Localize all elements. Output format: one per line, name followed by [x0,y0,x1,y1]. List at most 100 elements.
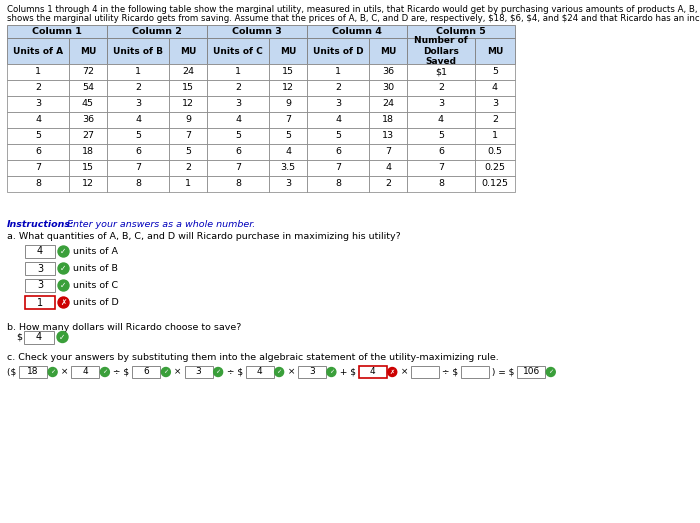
Text: 4: 4 [438,116,444,124]
Bar [69,64,107,80]
Text: ✓: ✓ [329,370,334,374]
Bar [269,144,307,160]
Bar [69,96,107,112]
Circle shape [58,280,69,291]
Text: 4: 4 [37,246,43,256]
Bar [169,96,207,112]
Text: 6: 6 [235,147,241,156]
Text: 6: 6 [135,147,141,156]
Bar [207,96,269,112]
Text: ✓: ✓ [60,333,66,342]
Text: 4: 4 [35,116,41,124]
Bar [69,128,107,144]
Bar [7,96,69,112]
Text: MU: MU [380,47,396,55]
Text: MU: MU [80,47,96,55]
Bar [207,160,269,176]
Text: 5: 5 [492,67,498,76]
Bar [461,366,489,378]
Text: ×: × [58,368,71,377]
Text: 1: 1 [185,179,191,188]
Bar [407,64,475,80]
Text: 4: 4 [135,116,141,124]
Text: 1: 1 [492,131,498,141]
Bar [269,160,307,176]
Bar [7,25,107,38]
Bar [7,128,69,144]
Text: 30: 30 [382,84,394,93]
Text: ✗: ✗ [390,370,395,374]
Text: units of A: units of A [73,247,118,256]
Bar [269,38,307,64]
Text: 7: 7 [385,147,391,156]
Text: 54: 54 [82,84,94,93]
Bar [69,160,107,176]
Bar [207,38,269,64]
Bar [307,64,369,80]
Text: 5: 5 [335,131,341,141]
Text: 5: 5 [185,147,191,156]
Text: ✓: ✓ [60,264,66,273]
Text: b. How many dollars will Ricardo choose to save?: b. How many dollars will Ricardo choose … [7,323,241,332]
Text: 15: 15 [282,67,294,76]
Bar [169,176,207,192]
Text: 4: 4 [370,368,376,377]
Bar [132,366,160,378]
Text: 3: 3 [196,368,202,377]
Text: a. What quantities of A, B, C, and D will Ricardo purchase in maximizing his uti: a. What quantities of A, B, C, and D wil… [7,232,400,241]
Circle shape [327,368,336,377]
Bar [207,64,269,80]
Text: 6: 6 [335,147,341,156]
Circle shape [388,368,397,377]
Text: units of C: units of C [73,281,118,290]
Text: 7: 7 [235,164,241,173]
Text: 1: 1 [135,67,141,76]
Text: 2: 2 [335,84,341,93]
Bar [107,38,169,64]
Text: units of B: units of B [73,264,118,273]
Text: 7: 7 [285,116,291,124]
Bar [169,64,207,80]
Circle shape [546,368,555,377]
Bar [475,64,515,80]
Text: + $: + $ [337,368,358,377]
Bar [169,128,207,144]
Text: 3: 3 [37,280,43,290]
Text: 9: 9 [285,99,291,108]
Bar [7,176,69,192]
Bar [407,38,475,64]
Text: 9: 9 [185,116,191,124]
Text: 3: 3 [335,99,341,108]
Bar [269,176,307,192]
Text: ✓: ✓ [163,370,169,374]
Text: Column 3: Column 3 [232,27,282,36]
Bar [307,38,369,64]
Text: Units of B: Units of B [113,47,163,55]
Text: 6: 6 [35,147,41,156]
Text: 2: 2 [438,84,444,93]
Bar [358,366,386,378]
Circle shape [162,368,170,377]
Bar [475,144,515,160]
Text: Number of
Dollars
Saved: Number of Dollars Saved [414,36,468,66]
Text: 7: 7 [35,164,41,173]
Text: 3: 3 [309,368,315,377]
Bar [369,96,407,112]
Text: 2: 2 [235,84,241,93]
Bar [246,366,274,378]
Bar [269,112,307,128]
Bar [69,144,107,160]
Text: 106: 106 [523,368,540,377]
Bar [269,64,307,80]
Bar [7,38,69,64]
Text: 4: 4 [335,116,341,124]
Bar [475,38,515,64]
Text: 2: 2 [35,84,41,93]
Bar [475,176,515,192]
Bar [107,80,169,96]
Text: ✓: ✓ [548,370,554,374]
Bar [69,80,107,96]
Text: 1: 1 [235,67,241,76]
Circle shape [274,368,284,377]
Bar [24,331,54,344]
